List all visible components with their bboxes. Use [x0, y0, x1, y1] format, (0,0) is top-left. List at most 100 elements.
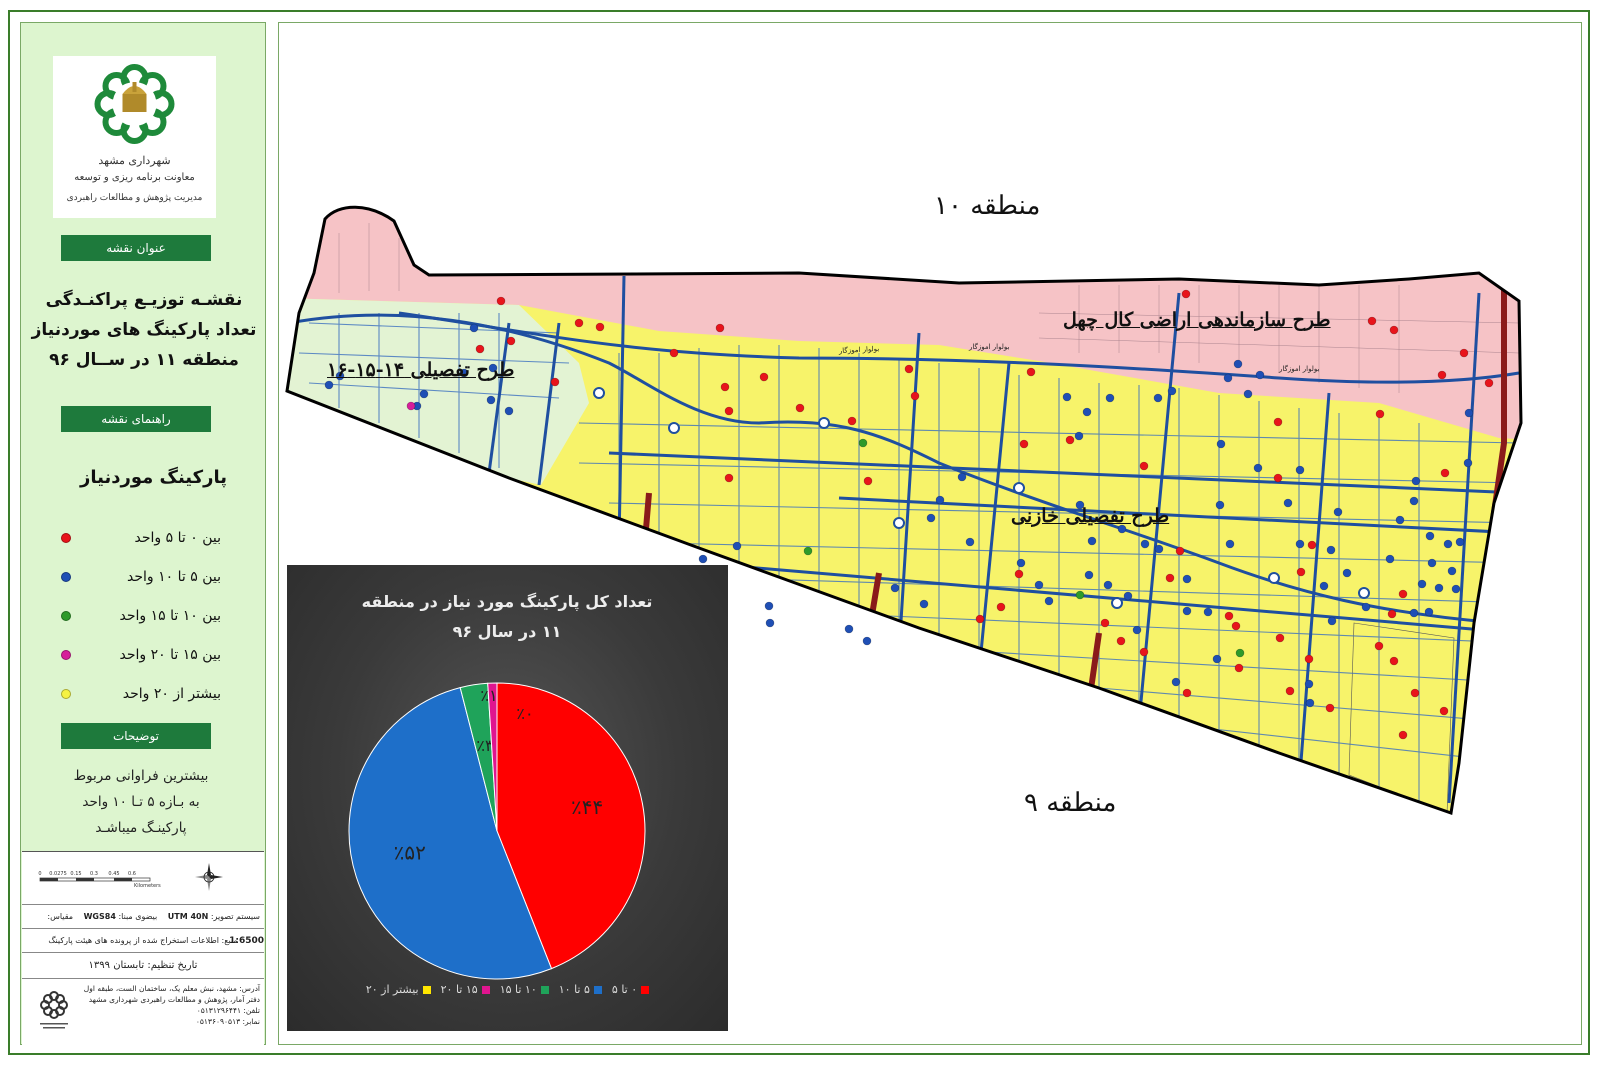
pie-data-label: ٪۳ — [476, 736, 494, 755]
parking-point-5-10 — [1171, 677, 1181, 687]
parking-point-10-15 — [1075, 590, 1085, 600]
pie-chart-title: تعداد کل پارکینگ مورد نیاز در منطقه ۱۱ د… — [307, 587, 707, 647]
parking-point-0-5 — [550, 377, 560, 387]
pie-legend-label: ۱۵ تا ۲۰ — [440, 983, 478, 996]
legend-item: بین ۱۵ تا ۲۰ واحد — [61, 645, 221, 665]
parking-point-0-5 — [1026, 367, 1036, 377]
parking-point-5-10 — [324, 380, 334, 390]
roundabouts — [593, 387, 1370, 609]
scale-tick: 0.0275 — [49, 871, 67, 877]
notes-line: بیشترین فراوانی مربوط — [73, 768, 209, 784]
pie-data-label: ٪۱ — [480, 686, 497, 705]
scale-tick: 0.15 — [70, 871, 81, 877]
pie-legend-label: بیشتر از ۲۰ — [365, 983, 419, 996]
parking-point-5-10 — [926, 513, 936, 523]
parking-point-0-5 — [1439, 706, 1449, 716]
legend-item: بیشتر از ۲۰ واحد — [61, 684, 221, 704]
parking-point-5-10 — [1044, 596, 1054, 606]
parking-points — [324, 289, 1494, 740]
parking-point-5-10 — [1016, 558, 1026, 568]
date-text: تاریخ تنظیم: تابستان ۱۳۹۹ — [88, 960, 198, 971]
pie-legend-item: ۰ تا ۵ — [611, 983, 650, 996]
map-info-box: 0 0.0275 0.15 0.3 0.45 0.6 Kilometers سی… — [22, 851, 264, 1045]
parking-point-5-10 — [1327, 616, 1337, 626]
datum-label: بیضوی مبنا: — [118, 912, 158, 921]
logo-line-1: شهرداری مشهد — [98, 154, 171, 167]
parking-point-5-10 — [1295, 539, 1305, 549]
parking-point-0-5 — [1410, 688, 1420, 698]
parking-point-5-10 — [1455, 537, 1465, 547]
parking-point-5-10 — [1409, 496, 1419, 506]
legend-swatch-icon — [481, 985, 490, 994]
notes-header: توضیحات — [61, 723, 211, 749]
parking-point-10-15 — [1235, 648, 1245, 658]
pie-slice — [496, 682, 646, 970]
map-title-line: تعداد پارکینگ های موردنیاز — [31, 320, 257, 340]
logo-line-3: مدیریت پژوهش و مطالعات راهبردی — [66, 193, 203, 203]
parking-point-5-10 — [335, 371, 345, 381]
parking-point-0-5 — [1459, 348, 1469, 358]
parking-point-5-10 — [1062, 392, 1072, 402]
parking-point-5-10 — [844, 624, 854, 634]
parking-point-10-15 — [803, 546, 813, 556]
legend-swatch-icon — [593, 985, 602, 994]
plan-label-west: طرح تفصیلی ۱۴-۱۵-۱۶ — [327, 359, 515, 381]
parking-point-0-5 — [759, 372, 769, 382]
parking-point-0-5 — [1116, 636, 1126, 646]
parking-point-0-5 — [1273, 473, 1283, 483]
region-north-label: منطقه ۱۰ — [934, 191, 1041, 221]
parking-point-0-5 — [1437, 370, 1447, 380]
district-boundary — [285, 205, 1523, 816]
parking-point-0-5 — [1484, 378, 1494, 388]
parking-point-0-5 — [1375, 409, 1385, 419]
pie-data-label: ٪۵۲ — [394, 840, 426, 864]
legend-item-label: بین ۵ تا ۱۰ واحد — [127, 569, 221, 585]
road-label: بولوار اموزگار — [1278, 364, 1319, 373]
parking-point-5-10 — [1295, 465, 1305, 475]
parking-point-5-10 — [1084, 570, 1094, 580]
parking-point-0-5 — [1275, 633, 1285, 643]
projection-label: سیستم تصویر: — [210, 912, 260, 921]
parking-point-5-10 — [1395, 515, 1405, 525]
parking-point-0-5 — [1398, 589, 1408, 599]
scale-value: 1:6500 — [229, 936, 264, 946]
parking-point-5-10 — [459, 368, 469, 378]
road-label: بولوار اموزگار — [968, 342, 1009, 351]
legend-item: بین ۵ تا ۱۰ واحد — [61, 567, 221, 587]
parking-point-5-10 — [1333, 507, 1343, 517]
minor-roads — [298, 313, 1520, 814]
parking-point-0-5 — [1224, 611, 1234, 621]
parking-point-0-5 — [1273, 417, 1283, 427]
scale-tick: 0.6 — [128, 871, 136, 877]
parking-point-5-10 — [1182, 574, 1192, 584]
map-title-line: نقشـه توزیـع پراکنـدگی — [45, 290, 243, 310]
parking-point-5-10 — [1243, 389, 1253, 399]
parking-point-0-5 — [1231, 621, 1241, 631]
legend-item-label: بین ۰ تا ۵ واحد — [134, 530, 221, 546]
pie-data-label: ٪۴۴ — [571, 795, 603, 819]
parking-point-5-10 — [1434, 583, 1444, 593]
parking-point-5-10 — [504, 406, 514, 416]
parking-point-5-10 — [1447, 566, 1457, 576]
parking-point-0-5 — [496, 296, 506, 306]
pie-legend-label: ۰ تا ۵ — [611, 983, 638, 996]
parking-point-5-10 — [1075, 500, 1085, 510]
parking-point-5-10 — [1167, 386, 1177, 396]
legend-swatch-icon — [422, 985, 431, 994]
parking-point-0-5 — [595, 322, 605, 332]
parking-point-0-5 — [1367, 316, 1377, 326]
scale-tick: 0.45 — [108, 871, 119, 877]
parking-point-0-5 — [847, 416, 857, 426]
north-minor-streets — [338, 223, 1520, 393]
pie-legend-item: ۱۰ تا ۱۵ — [500, 983, 549, 996]
parking-point-15-20 — [406, 401, 416, 411]
parking-point-5-10 — [1361, 602, 1371, 612]
legend-item-label: بین ۱۵ تا ۲۰ واحد — [119, 647, 222, 663]
pie-slice — [487, 682, 498, 832]
parking-point-0-5 — [975, 614, 985, 624]
parking-point-5-10 — [1182, 606, 1192, 616]
parking-point-5-10 — [1105, 393, 1115, 403]
scale-label: مقیاس: — [47, 912, 74, 921]
address-line: نمابر: ۰۵۱۳۶۰۹۰۵۱۳ — [195, 1017, 260, 1026]
plan-label-center: طرح تفصیلی خازنی — [1011, 505, 1170, 527]
